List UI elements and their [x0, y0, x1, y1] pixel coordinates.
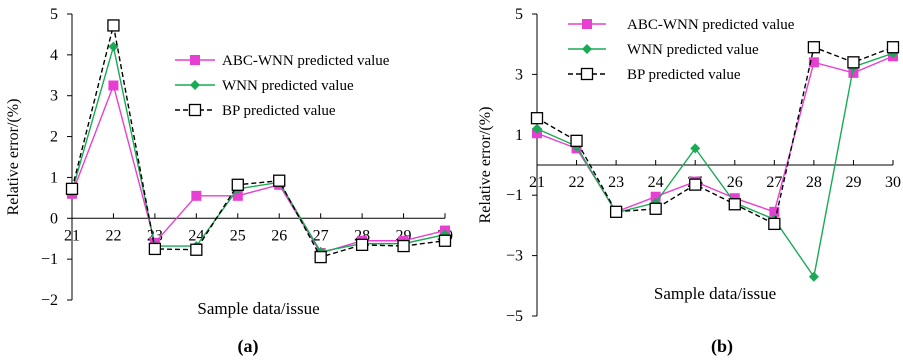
legend-label: WNN predicted value	[627, 42, 759, 58]
legend-label: BP predicted value	[627, 67, 741, 83]
data-point	[690, 143, 701, 154]
data-point	[728, 198, 741, 211]
data-point	[847, 56, 860, 69]
legend-entry: BP predicted value	[175, 103, 336, 119]
x-tick-label: 22	[105, 227, 121, 244]
series-bp-predicted-value	[65, 19, 452, 264]
y-tick-label: 3	[50, 88, 58, 105]
data-point	[107, 19, 120, 32]
legend-marker	[188, 103, 202, 117]
panel-label: (a)	[238, 336, 259, 357]
legend-entry: WNN predicted value	[175, 78, 354, 94]
data-point	[689, 178, 702, 191]
data-point	[65, 182, 79, 196]
x-tick-label: 21	[529, 174, 545, 191]
y-tick-label: 1	[515, 127, 523, 144]
x-tick-label: 29	[845, 174, 861, 191]
data-point	[808, 271, 819, 282]
y-tick-label: −2	[41, 292, 58, 309]
y-tick-label: 4	[50, 47, 58, 64]
data-point	[807, 41, 821, 54]
x-tick-label: 25	[230, 227, 246, 244]
data-point	[190, 243, 203, 256]
x-tick-label: 30	[885, 174, 901, 191]
data-point	[650, 191, 661, 202]
series-line	[71, 25, 446, 258]
legend-marker	[190, 80, 200, 90]
series-line	[536, 52, 894, 279]
legend-marker	[582, 44, 592, 54]
legend-label: ABC-WNN predicted value	[627, 17, 795, 33]
y-tick-label: 5	[50, 6, 58, 23]
x-tick-label: 24	[648, 174, 664, 191]
legend-entry: ABC-WNN predicted value	[568, 17, 795, 33]
data-point	[530, 112, 544, 125]
data-point	[108, 80, 119, 91]
data-point	[609, 205, 623, 218]
data-point	[848, 67, 859, 78]
y-tick-label: 0	[50, 210, 58, 227]
series-bp-predicted-value	[530, 41, 900, 231]
legend-marker	[190, 55, 200, 65]
legend-label: BP predicted value	[222, 103, 336, 119]
data-point	[232, 190, 243, 201]
y-tick-label: 3	[515, 66, 523, 83]
data-point	[314, 250, 327, 264]
data-point	[438, 234, 452, 247]
data-point	[532, 123, 542, 134]
y-axis-title: Relative error/(%)	[477, 107, 494, 224]
y-axis-title: Relative error/(%)	[5, 99, 22, 216]
y-tick-label: 5	[515, 6, 523, 23]
legend-marker	[580, 67, 594, 81]
data-point	[886, 41, 900, 54]
x-axis-title: Sample data/issue	[654, 284, 776, 303]
x-axis-title: Sample data/issue	[197, 299, 319, 318]
legend-entry: WNN predicted value	[568, 42, 759, 58]
x-tick-label: 27	[313, 227, 329, 244]
data-point	[769, 206, 780, 217]
data-point	[808, 57, 819, 68]
y-tick-label: −1	[41, 251, 58, 268]
x-tick-label: 28	[806, 174, 822, 191]
x-tick-label: 23	[608, 174, 624, 191]
data-point	[355, 238, 369, 251]
series-line	[71, 83, 446, 254]
x-tick-label: 21	[64, 227, 80, 244]
legend-entry: ABC-WNN predicted value	[175, 53, 390, 69]
y-tick-label: −5	[506, 308, 523, 325]
x-tick-label: 26	[727, 174, 743, 191]
series-wnn-predicted-value	[67, 41, 450, 257]
legend-marker	[582, 19, 592, 29]
data-point	[231, 178, 244, 191]
y-tick-label: 1	[50, 169, 58, 186]
data-point	[570, 134, 583, 147]
x-tick-label: 27	[766, 174, 782, 191]
data-point	[273, 174, 286, 187]
legend-entry: BP predicted value	[568, 67, 741, 83]
data-point	[191, 190, 202, 201]
y-tick-label: −3	[506, 248, 523, 265]
data-point	[148, 242, 162, 256]
data-point	[649, 202, 662, 215]
data-point	[768, 217, 781, 231]
y-tick-label: −1	[506, 187, 523, 204]
series-line	[71, 46, 446, 253]
legend-label: ABC-WNN predicted value	[222, 53, 390, 69]
y-tick-label: 2	[50, 129, 58, 146]
legend-label: WNN predicted value	[222, 78, 354, 94]
x-tick-label: 26	[271, 227, 287, 244]
chart-panel-2: 531−1−3−521222324252627282930Sample data…	[477, 6, 901, 357]
data-point	[108, 41, 119, 52]
data-point	[397, 239, 410, 253]
panel-label: (b)	[711, 336, 733, 357]
x-tick-label: 22	[569, 174, 585, 191]
series-line	[536, 46, 894, 225]
